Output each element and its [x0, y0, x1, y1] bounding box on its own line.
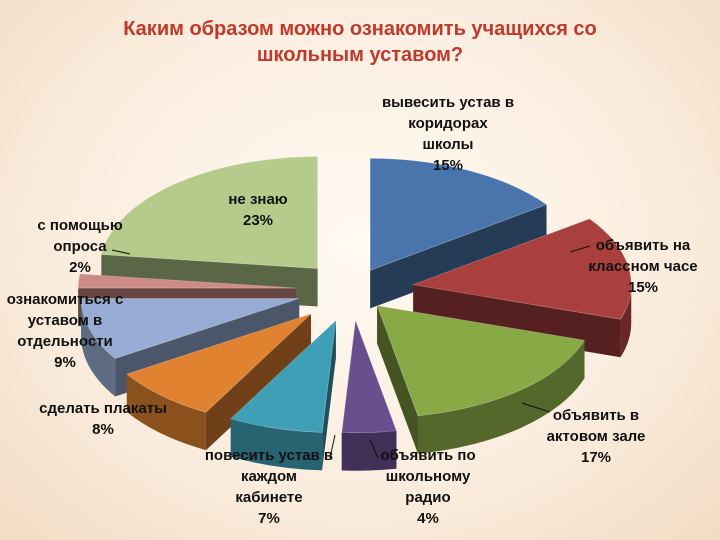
chart-title: Каким образом можно ознакомить учащихся … — [60, 16, 660, 68]
slice-label: объявить в актовом зале 17% — [547, 407, 646, 466]
slice-value-label: 8% — [92, 421, 114, 438]
slice-label-line: уставом в — [28, 312, 102, 329]
slice-value-label: 15% — [628, 279, 658, 296]
slice-rim — [341, 430, 397, 471]
slice-label-line: каждом — [241, 468, 297, 485]
slice-label: объявить по школьному радио 4% — [380, 447, 475, 527]
leader-line — [369, 439, 379, 459]
slice-wall — [377, 305, 418, 454]
slice-label-line: с помощью — [37, 217, 122, 234]
pie-slice — [126, 313, 312, 451]
slice-top — [77, 273, 297, 289]
slice-label-line: вывесить устав в — [382, 94, 514, 111]
slice-value-label: 7% — [258, 510, 280, 527]
slice-top — [100, 156, 319, 269]
slice-rim — [81, 298, 116, 397]
slice-label: объявить на классном часе 15% — [588, 237, 697, 296]
slice-value-label: 4% — [417, 510, 439, 527]
slice-label-line: школы — [423, 136, 474, 153]
slice-label-line: актовом зале — [547, 428, 646, 445]
slice-top — [369, 157, 548, 271]
slice-value-label: 9% — [54, 354, 76, 371]
slice-label: повесить устав в каждом кабинете 7% — [205, 447, 333, 527]
leader-line — [329, 434, 336, 459]
slice-label-line: школьному — [386, 468, 471, 485]
slice-label: вывесить устав в коридорах школы 15% — [382, 94, 514, 174]
leader-line — [521, 402, 551, 413]
slice-top — [376, 305, 586, 417]
slice-top — [411, 218, 632, 320]
slice-top — [80, 298, 300, 359]
slice-label-line: классном часе — [588, 258, 697, 275]
slice-rim — [126, 374, 206, 451]
slice-label-line: опроса — [53, 238, 107, 255]
slice-top — [230, 319, 337, 433]
slice-label-line: сделать плакаты — [39, 400, 167, 417]
slice-label-line: радио — [405, 489, 450, 506]
pie-slice — [369, 157, 548, 309]
pie-slice — [341, 320, 397, 471]
slice-wall — [370, 204, 547, 309]
slice-label-line: ознакомиться с — [7, 291, 124, 308]
slice-label: сделать плакаты 8% — [39, 400, 167, 438]
slice-label-line: не знаю — [228, 191, 287, 208]
chart-title-line-1: Каким образом можно ознакомить учащихся … — [123, 18, 597, 40]
pie-slice — [230, 319, 337, 471]
slice-label-line: объявить в — [553, 407, 639, 424]
slice-label-line: объявить по — [380, 447, 475, 464]
slice-label-line: кабинете — [235, 489, 302, 506]
slice-label: не знаю 23% — [228, 191, 287, 229]
slice-rim — [620, 284, 632, 358]
slice-top — [341, 320, 397, 434]
leader-line — [569, 245, 591, 253]
pie-slice — [80, 298, 300, 397]
slice-value-label: 2% — [69, 259, 91, 276]
slice-label-line: коридорах — [408, 115, 488, 132]
slice-rim — [230, 418, 323, 471]
slice-value-label: 15% — [433, 157, 463, 174]
slice-label: ознакомиться с уставом в отдельности 9% — [7, 291, 124, 371]
slice-label-line: отдельности — [17, 333, 113, 350]
slice-value-label: 17% — [581, 449, 611, 466]
leader-line — [111, 249, 131, 255]
chart-title-line-2: школьным уставом? — [256, 44, 464, 66]
slice-top — [126, 313, 312, 413]
pie-slice — [376, 305, 586, 454]
slice-rim — [417, 340, 585, 454]
slice-label: с помощью опроса 2% — [37, 217, 122, 276]
slice-label-line: повесить устав в — [205, 447, 333, 464]
slice-label-line: объявить на — [596, 237, 691, 254]
slice-value-label: 23% — [243, 212, 273, 229]
